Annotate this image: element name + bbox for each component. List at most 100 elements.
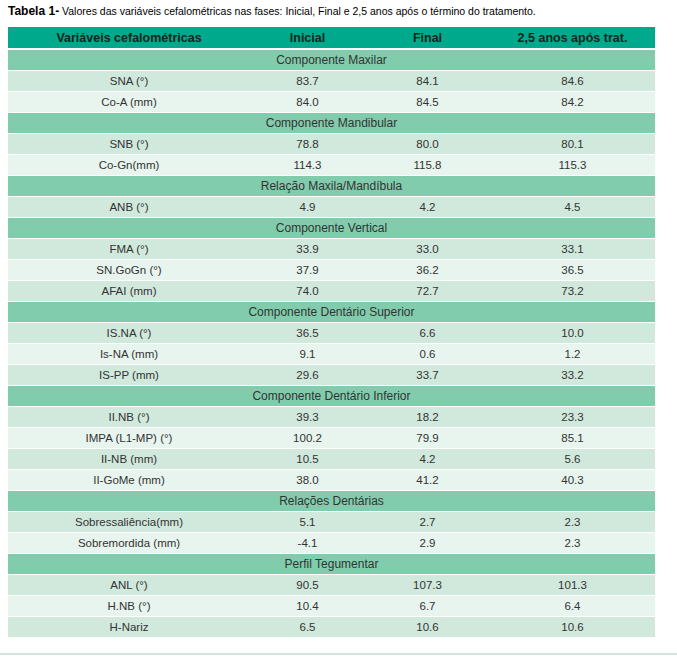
table-row: II-GoMe (mm)38.041.240.3	[8, 470, 655, 491]
section-title: Relações Dentárias	[8, 491, 655, 512]
value-cell: 33.1	[490, 239, 655, 260]
variable-label: Co-A (mm)	[8, 92, 250, 113]
value-cell: 107.3	[365, 575, 490, 596]
table-row: ANL (°)90.5107.3101.3	[8, 575, 655, 596]
table-row: II-NB (mm)10.54.25.6	[8, 449, 655, 470]
section-row: Relações Dentárias	[8, 491, 655, 512]
section-title: Componente Dentário Inferior	[8, 386, 655, 407]
table-row: H-Nariz6.510.610.6	[8, 617, 655, 638]
value-cell: 5.1	[250, 512, 365, 533]
variable-label: II-GoMe (mm)	[8, 470, 250, 491]
table-row: FMA (°)33.933.033.1	[8, 239, 655, 260]
variable-label: Sobremordida (mm)	[8, 533, 250, 554]
value-cell: 4.5	[490, 197, 655, 218]
section-row: Relação Maxila/Mandíbula	[8, 176, 655, 197]
table-row: Co-Gn(mm)114.3115.8115.3	[8, 155, 655, 176]
value-cell: 6.4	[490, 596, 655, 617]
value-cell: 0.6	[365, 344, 490, 365]
section-row: Componente Dentário Superior	[8, 302, 655, 323]
table-row: IS-PP (mm)29.633.733.2	[8, 365, 655, 386]
value-cell: 10.0	[490, 323, 655, 344]
table-caption: Tabela 1- Valores das variáveis cefalomé…	[8, 4, 536, 18]
value-cell: 4.2	[365, 197, 490, 218]
table-row: ANB (°)4.94.24.5	[8, 197, 655, 218]
value-cell: 18.2	[365, 407, 490, 428]
table-row: Sobressaliência(mm)5.12.72.3	[8, 512, 655, 533]
value-cell: 29.6	[250, 365, 365, 386]
value-cell: 72.7	[365, 281, 490, 302]
variable-label: ANL (°)	[8, 575, 250, 596]
variable-label: SNB (°)	[8, 134, 250, 155]
table-row: Is-NA (mm)9.10.61.2	[8, 344, 655, 365]
value-cell: 10.5	[250, 449, 365, 470]
section-row: Perfil Tegumentar	[8, 554, 655, 575]
variable-label: Is-NA (mm)	[8, 344, 250, 365]
value-cell: 33.2	[490, 365, 655, 386]
variable-label: H-Nariz	[8, 617, 250, 638]
cephalometric-table: Variáveis cefalométricas Inicial Final 2…	[8, 27, 655, 638]
section-row: Componente Vertical	[8, 218, 655, 239]
value-cell: 33.7	[365, 365, 490, 386]
value-cell: 84.0	[250, 92, 365, 113]
value-cell: 9.1	[250, 344, 365, 365]
value-cell: 23.3	[490, 407, 655, 428]
table-caption-text: Valores das variáveis cefalométricas nas…	[59, 5, 536, 17]
table-row: II.NB (°)39.318.223.3	[8, 407, 655, 428]
value-cell: 115.3	[490, 155, 655, 176]
value-cell: 73.2	[490, 281, 655, 302]
section-row: Componente Mandibular	[8, 113, 655, 134]
value-cell: 40.3	[490, 470, 655, 491]
variable-label: IS-PP (mm)	[8, 365, 250, 386]
value-cell: 37.9	[250, 260, 365, 281]
section-title: Componente Dentário Superior	[8, 302, 655, 323]
table-row: H.NB (°)10.46.76.4	[8, 596, 655, 617]
value-cell: 38.0	[250, 470, 365, 491]
value-cell: 1.2	[490, 344, 655, 365]
variable-label: IS.NA (°)	[8, 323, 250, 344]
value-cell: 10.6	[490, 617, 655, 638]
value-cell: 84.2	[490, 92, 655, 113]
value-cell: 39.3	[250, 407, 365, 428]
value-cell: 41.2	[365, 470, 490, 491]
page: { "caption": { "prefix": "Tabela 1-", "t…	[0, 0, 677, 660]
value-cell: 36.5	[490, 260, 655, 281]
section-row: Componente Dentário Inferior	[8, 386, 655, 407]
value-cell: 6.7	[365, 596, 490, 617]
value-cell: 2.9	[365, 533, 490, 554]
value-cell: 10.4	[250, 596, 365, 617]
section-title: Componente Maxilar	[8, 50, 655, 71]
value-cell: 80.1	[490, 134, 655, 155]
table-body: Componente MaxilarSNA (°)83.784.184.6Co-…	[8, 50, 655, 638]
value-cell: 114.3	[250, 155, 365, 176]
value-cell: 100.2	[250, 428, 365, 449]
variable-label: AFAI (mm)	[8, 281, 250, 302]
variable-label: Sobressaliência(mm)	[8, 512, 250, 533]
col-header-variables: Variáveis cefalométricas	[8, 27, 250, 50]
bottom-rule	[0, 653, 677, 655]
value-cell: 90.5	[250, 575, 365, 596]
section-title: Perfil Tegumentar	[8, 554, 655, 575]
table-row: Sobremordida (mm)-4.12.92.3	[8, 533, 655, 554]
variable-label: Co-Gn(mm)	[8, 155, 250, 176]
value-cell: 33.9	[250, 239, 365, 260]
table-row: SN.GoGn (°)37.936.236.5	[8, 260, 655, 281]
value-cell: 36.5	[250, 323, 365, 344]
value-cell: 79.9	[365, 428, 490, 449]
value-cell: 6.5	[250, 617, 365, 638]
value-cell: 33.0	[365, 239, 490, 260]
variable-label: FMA (°)	[8, 239, 250, 260]
value-cell: 5.6	[490, 449, 655, 470]
value-cell: 84.6	[490, 71, 655, 92]
value-cell: 36.2	[365, 260, 490, 281]
value-cell: 6.6	[365, 323, 490, 344]
table-caption-label: Tabela 1-	[8, 4, 59, 18]
table-row: Co-A (mm)84.084.584.2	[8, 92, 655, 113]
value-cell: 2.7	[365, 512, 490, 533]
section-title: Componente Mandibular	[8, 113, 655, 134]
value-cell: 115.8	[365, 155, 490, 176]
section-title: Componente Vertical	[8, 218, 655, 239]
header-row: Variáveis cefalométricas Inicial Final 2…	[8, 27, 655, 50]
value-cell: 84.1	[365, 71, 490, 92]
table-row: AFAI (mm)74.072.773.2	[8, 281, 655, 302]
col-header-post-treatment: 2,5 anos após trat.	[490, 27, 655, 50]
